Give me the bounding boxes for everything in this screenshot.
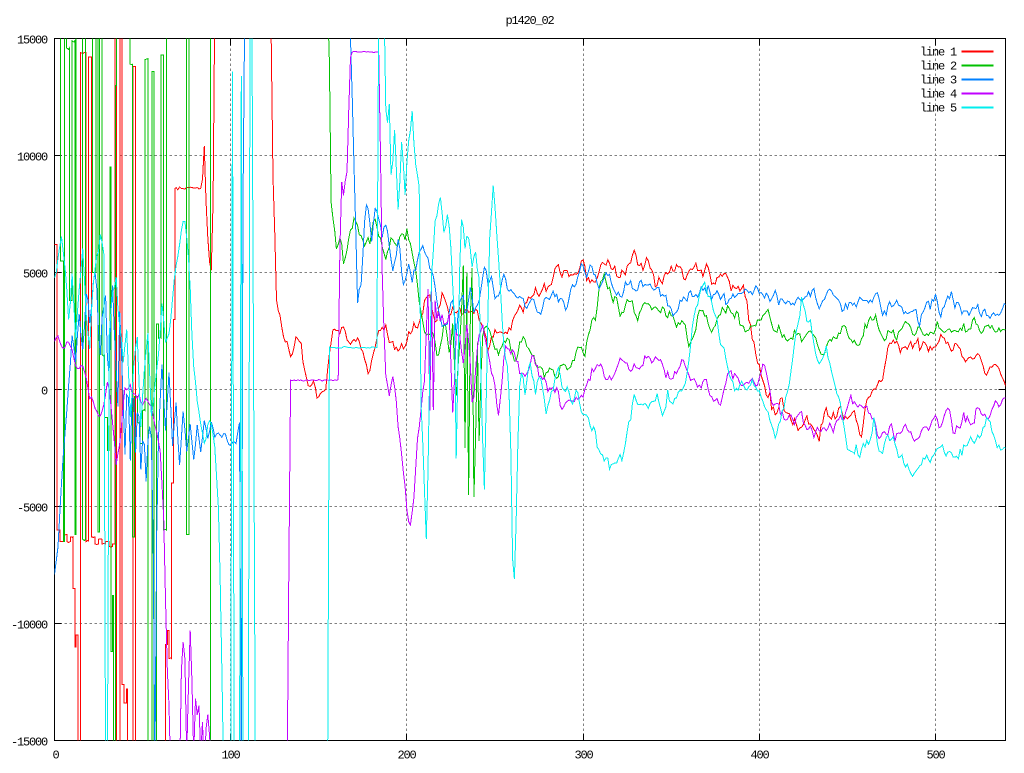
- svg-text:100: 100: [221, 749, 240, 763]
- svg-text:-10000: -10000: [11, 619, 48, 633]
- svg-text:line 1: line 1: [920, 46, 957, 60]
- svg-text:0: 0: [52, 749, 59, 763]
- svg-text:200: 200: [397, 749, 416, 763]
- svg-text:-15000: -15000: [11, 736, 48, 750]
- svg-text:line 4: line 4: [920, 88, 957, 102]
- svg-text:500: 500: [926, 749, 945, 763]
- svg-text:15000: 15000: [17, 34, 48, 48]
- svg-text:300: 300: [574, 749, 593, 763]
- svg-text:10000: 10000: [17, 151, 48, 165]
- svg-text:-5000: -5000: [17, 502, 48, 516]
- svg-text:0: 0: [41, 385, 48, 399]
- svg-text:line 2: line 2: [920, 60, 957, 74]
- svg-text:5000: 5000: [23, 268, 48, 282]
- svg-text:line 5: line 5: [920, 102, 957, 116]
- svg-text:line 3: line 3: [920, 74, 957, 88]
- svg-text:p1420_02: p1420_02: [505, 14, 554, 28]
- svg-text:400: 400: [750, 749, 769, 763]
